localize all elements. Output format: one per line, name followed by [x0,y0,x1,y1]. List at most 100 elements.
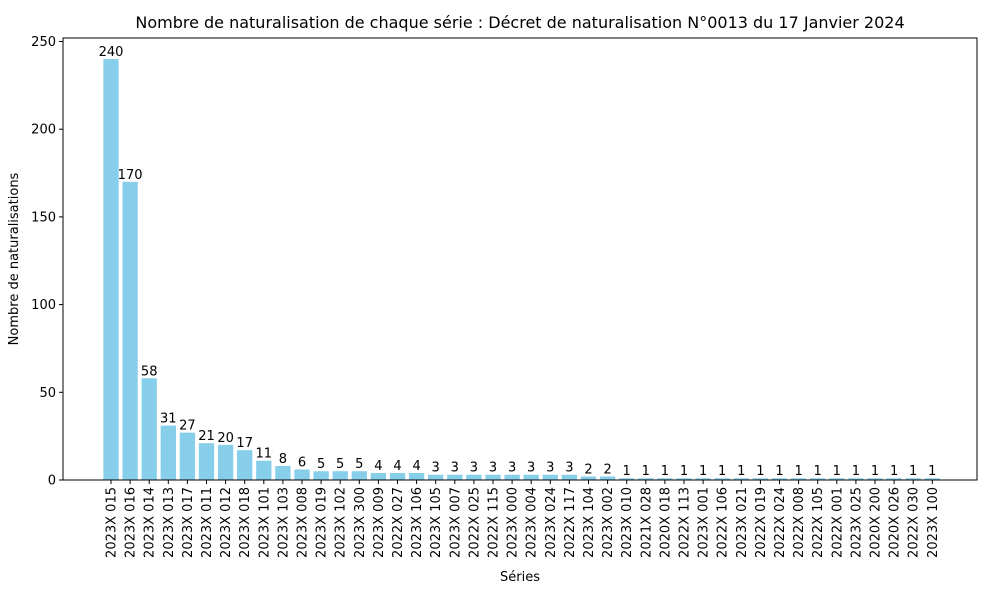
bar [332,471,348,480]
data-label: 4 [412,459,420,474]
x-tick-label: 2023X 001 [697,487,712,558]
data-label: 3 [489,461,497,476]
data-label: 27 [179,419,196,434]
data-label: 1 [680,464,688,479]
bar [122,181,138,481]
data-label: 5 [355,457,363,472]
bar [886,478,902,480]
bar [810,478,826,480]
data-label: 240 [99,45,124,60]
bar [714,478,730,480]
x-tick-label: 2021X 028 [639,487,654,558]
bar [771,478,788,480]
data-label: 1 [909,464,917,479]
data-label: 58 [141,364,158,379]
x-tick-label: 2023X 012 [219,487,234,558]
bar [599,476,616,480]
plot-frame [62,37,978,481]
x-tick-label: 2023X 013 [162,487,177,558]
x-tick-label: 2020X 026 [888,487,903,558]
bar [351,471,367,480]
x-tick-label: 2023X 002 [601,487,616,558]
bar [523,474,539,480]
bar [848,478,864,480]
bar [275,465,291,480]
x-tick-label: 2023X 104 [582,487,597,558]
x-tick-label: 2022X 001 [830,487,845,558]
bar [313,471,329,480]
bar [370,472,387,480]
y-tick-label: 100 [31,298,56,313]
bar [198,443,215,480]
data-label: 31 [160,412,177,427]
x-tick-label: 2023X 106 [410,487,425,558]
data-label: 6 [298,455,306,470]
data-label: 1 [623,464,631,479]
data-label: 4 [374,459,382,474]
bar [504,474,520,480]
bar [676,478,692,480]
bar [389,472,406,480]
y-axis-label: Nombre de naturalisations [7,172,22,345]
bar [408,472,425,480]
data-label: 3 [565,461,573,476]
bar [160,425,176,480]
data-label: 1 [775,464,783,479]
data-label: 5 [336,457,344,472]
x-tick-label: 2022X 117 [563,487,578,558]
x-tick-label: 2023X 000 [506,487,521,558]
bar [752,478,769,480]
x-tick-label: 2023X 008 [296,487,311,558]
bar [447,474,463,480]
bar [466,474,482,480]
data-label: 3 [527,461,535,476]
x-tick-label: 2022X 027 [391,487,406,558]
x-tick-label: 2023X 014 [143,487,158,558]
x-tick-label: 2020X 200 [869,487,884,558]
x-axis-label: Séries [500,570,540,585]
x-tick-label: 2023X 017 [181,487,196,558]
bar [237,450,253,480]
bar [790,478,807,480]
bar [428,474,444,480]
data-label: 11 [256,447,273,462]
bar [141,378,157,480]
data-label: 170 [118,168,143,183]
bar [103,59,119,481]
data-label: 4 [393,459,401,474]
x-tick-label: 2023X 010 [620,487,635,558]
data-label: 3 [508,461,516,476]
x-tick-label: 2023X 009 [372,487,387,558]
data-label: 1 [852,464,860,479]
x-tick-label: 2023X 007 [448,487,463,558]
data-label: 5 [317,457,325,472]
data-label: 1 [642,464,650,479]
bar [217,444,234,480]
data-label: 2 [584,462,592,477]
data-label: 1 [661,464,669,479]
bar [561,474,578,480]
x-tick-label: 2022X 105 [811,487,826,558]
bar [619,478,635,480]
data-label: 1 [871,464,879,479]
data-label: 3 [432,461,440,476]
x-tick-label: 2023X 004 [525,487,540,558]
x-tick-label: 2023X 021 [735,487,750,558]
x-tick-label: 2022X 113 [678,487,693,558]
data-label: 1 [718,464,726,479]
x-tick-label: 2022X 008 [792,487,807,558]
x-tick-label: 2023X 105 [429,487,444,558]
bar [733,478,749,480]
data-label: 21 [198,429,215,444]
chart-title: Nombre de naturalisation de chaque série… [135,13,904,32]
y-tick-label: 250 [31,35,56,50]
x-tick-label: 2022X 024 [773,487,788,558]
y-tick-label: 0 [48,474,56,489]
x-tick-label: 2023X 015 [105,487,120,558]
data-label: 1 [890,464,898,479]
x-tick-label: 2023X 100 [926,487,941,558]
bar [905,478,921,480]
data-label: 20 [217,431,234,446]
x-tick-label: 2022X 019 [754,487,769,558]
